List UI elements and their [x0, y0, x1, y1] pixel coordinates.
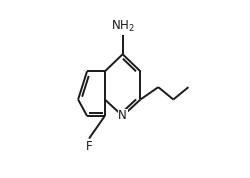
Text: NH$_2$: NH$_2$ — [111, 19, 134, 34]
Text: N: N — [118, 109, 127, 122]
Text: F: F — [86, 140, 92, 153]
